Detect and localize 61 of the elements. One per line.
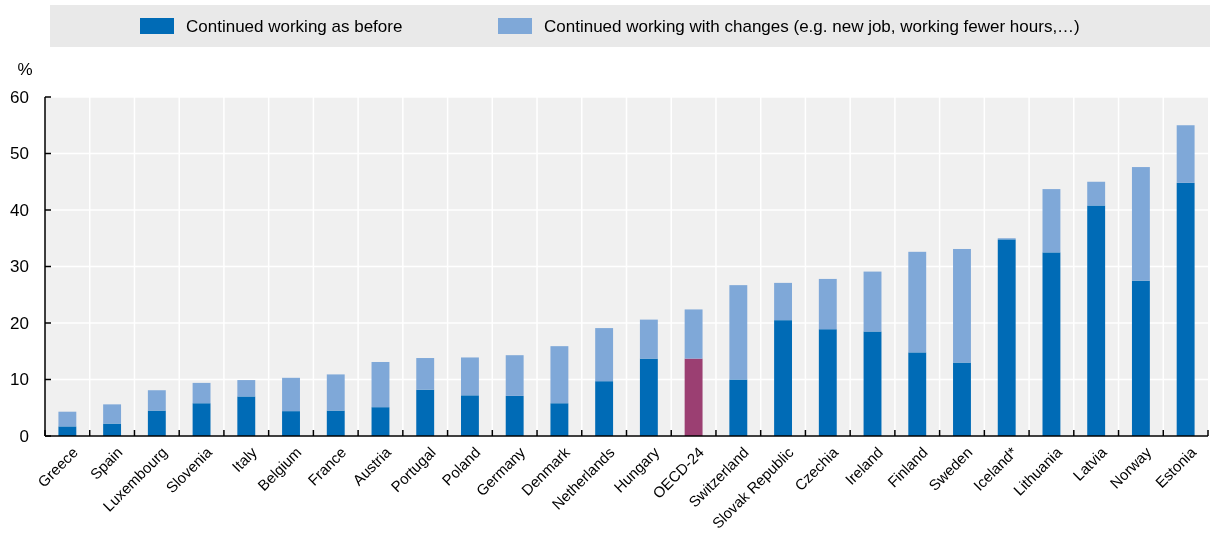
y-tick-label: 0 <box>19 426 29 446</box>
y-tick-label: 20 <box>10 313 29 333</box>
bar <box>58 411 77 427</box>
bar <box>103 404 122 424</box>
bar <box>908 251 927 353</box>
y-tick-label: 50 <box>10 144 29 164</box>
bar <box>371 407 390 436</box>
bar <box>147 390 166 411</box>
bar <box>774 282 792 321</box>
legend-label: Continued working with changes (e.g. new job, working fewer hours,…) <box>544 16 1080 36</box>
bar <box>684 358 703 436</box>
bar <box>461 357 479 396</box>
bar <box>550 403 569 436</box>
bar <box>371 361 390 408</box>
bar <box>595 381 614 436</box>
bar <box>863 271 882 332</box>
bar <box>550 346 569 404</box>
bar <box>953 362 971 436</box>
bar <box>282 377 300 412</box>
bar <box>416 389 435 436</box>
bar <box>1042 252 1061 436</box>
y-tick-label: 10 <box>10 370 29 390</box>
bar <box>729 285 748 380</box>
bar <box>461 395 479 436</box>
y-tick-label: 30 <box>10 257 29 277</box>
bar <box>192 382 211 404</box>
bar <box>416 358 435 390</box>
bar <box>192 403 211 436</box>
bar <box>908 352 927 436</box>
x-tick-label: Italy <box>228 443 261 475</box>
bar <box>1087 205 1106 436</box>
legend-label: Continued working as before <box>186 16 403 36</box>
bar <box>863 331 882 436</box>
bar <box>1176 125 1195 183</box>
y-axis-title: % <box>17 60 33 79</box>
bar <box>639 358 658 436</box>
bar <box>1176 182 1195 436</box>
bar <box>997 239 1016 436</box>
bar <box>639 319 658 359</box>
bar <box>684 309 703 359</box>
bar <box>818 278 837 330</box>
bar <box>505 395 524 436</box>
bar <box>237 380 256 397</box>
bar <box>818 329 837 436</box>
bar <box>147 410 166 436</box>
bar <box>729 379 748 436</box>
bar <box>58 426 77 436</box>
y-tick-label: 40 <box>10 200 29 220</box>
bar <box>282 411 300 436</box>
bar <box>1131 167 1150 281</box>
bar <box>237 396 256 436</box>
bar <box>1087 181 1106 206</box>
bar <box>326 374 345 411</box>
bar <box>774 320 792 436</box>
bar <box>595 328 614 382</box>
y-tick-label: 60 <box>10 87 29 107</box>
bar <box>1042 189 1061 253</box>
bar <box>326 410 345 436</box>
bar <box>505 355 524 396</box>
bar <box>953 248 971 363</box>
bar <box>1131 280 1150 436</box>
